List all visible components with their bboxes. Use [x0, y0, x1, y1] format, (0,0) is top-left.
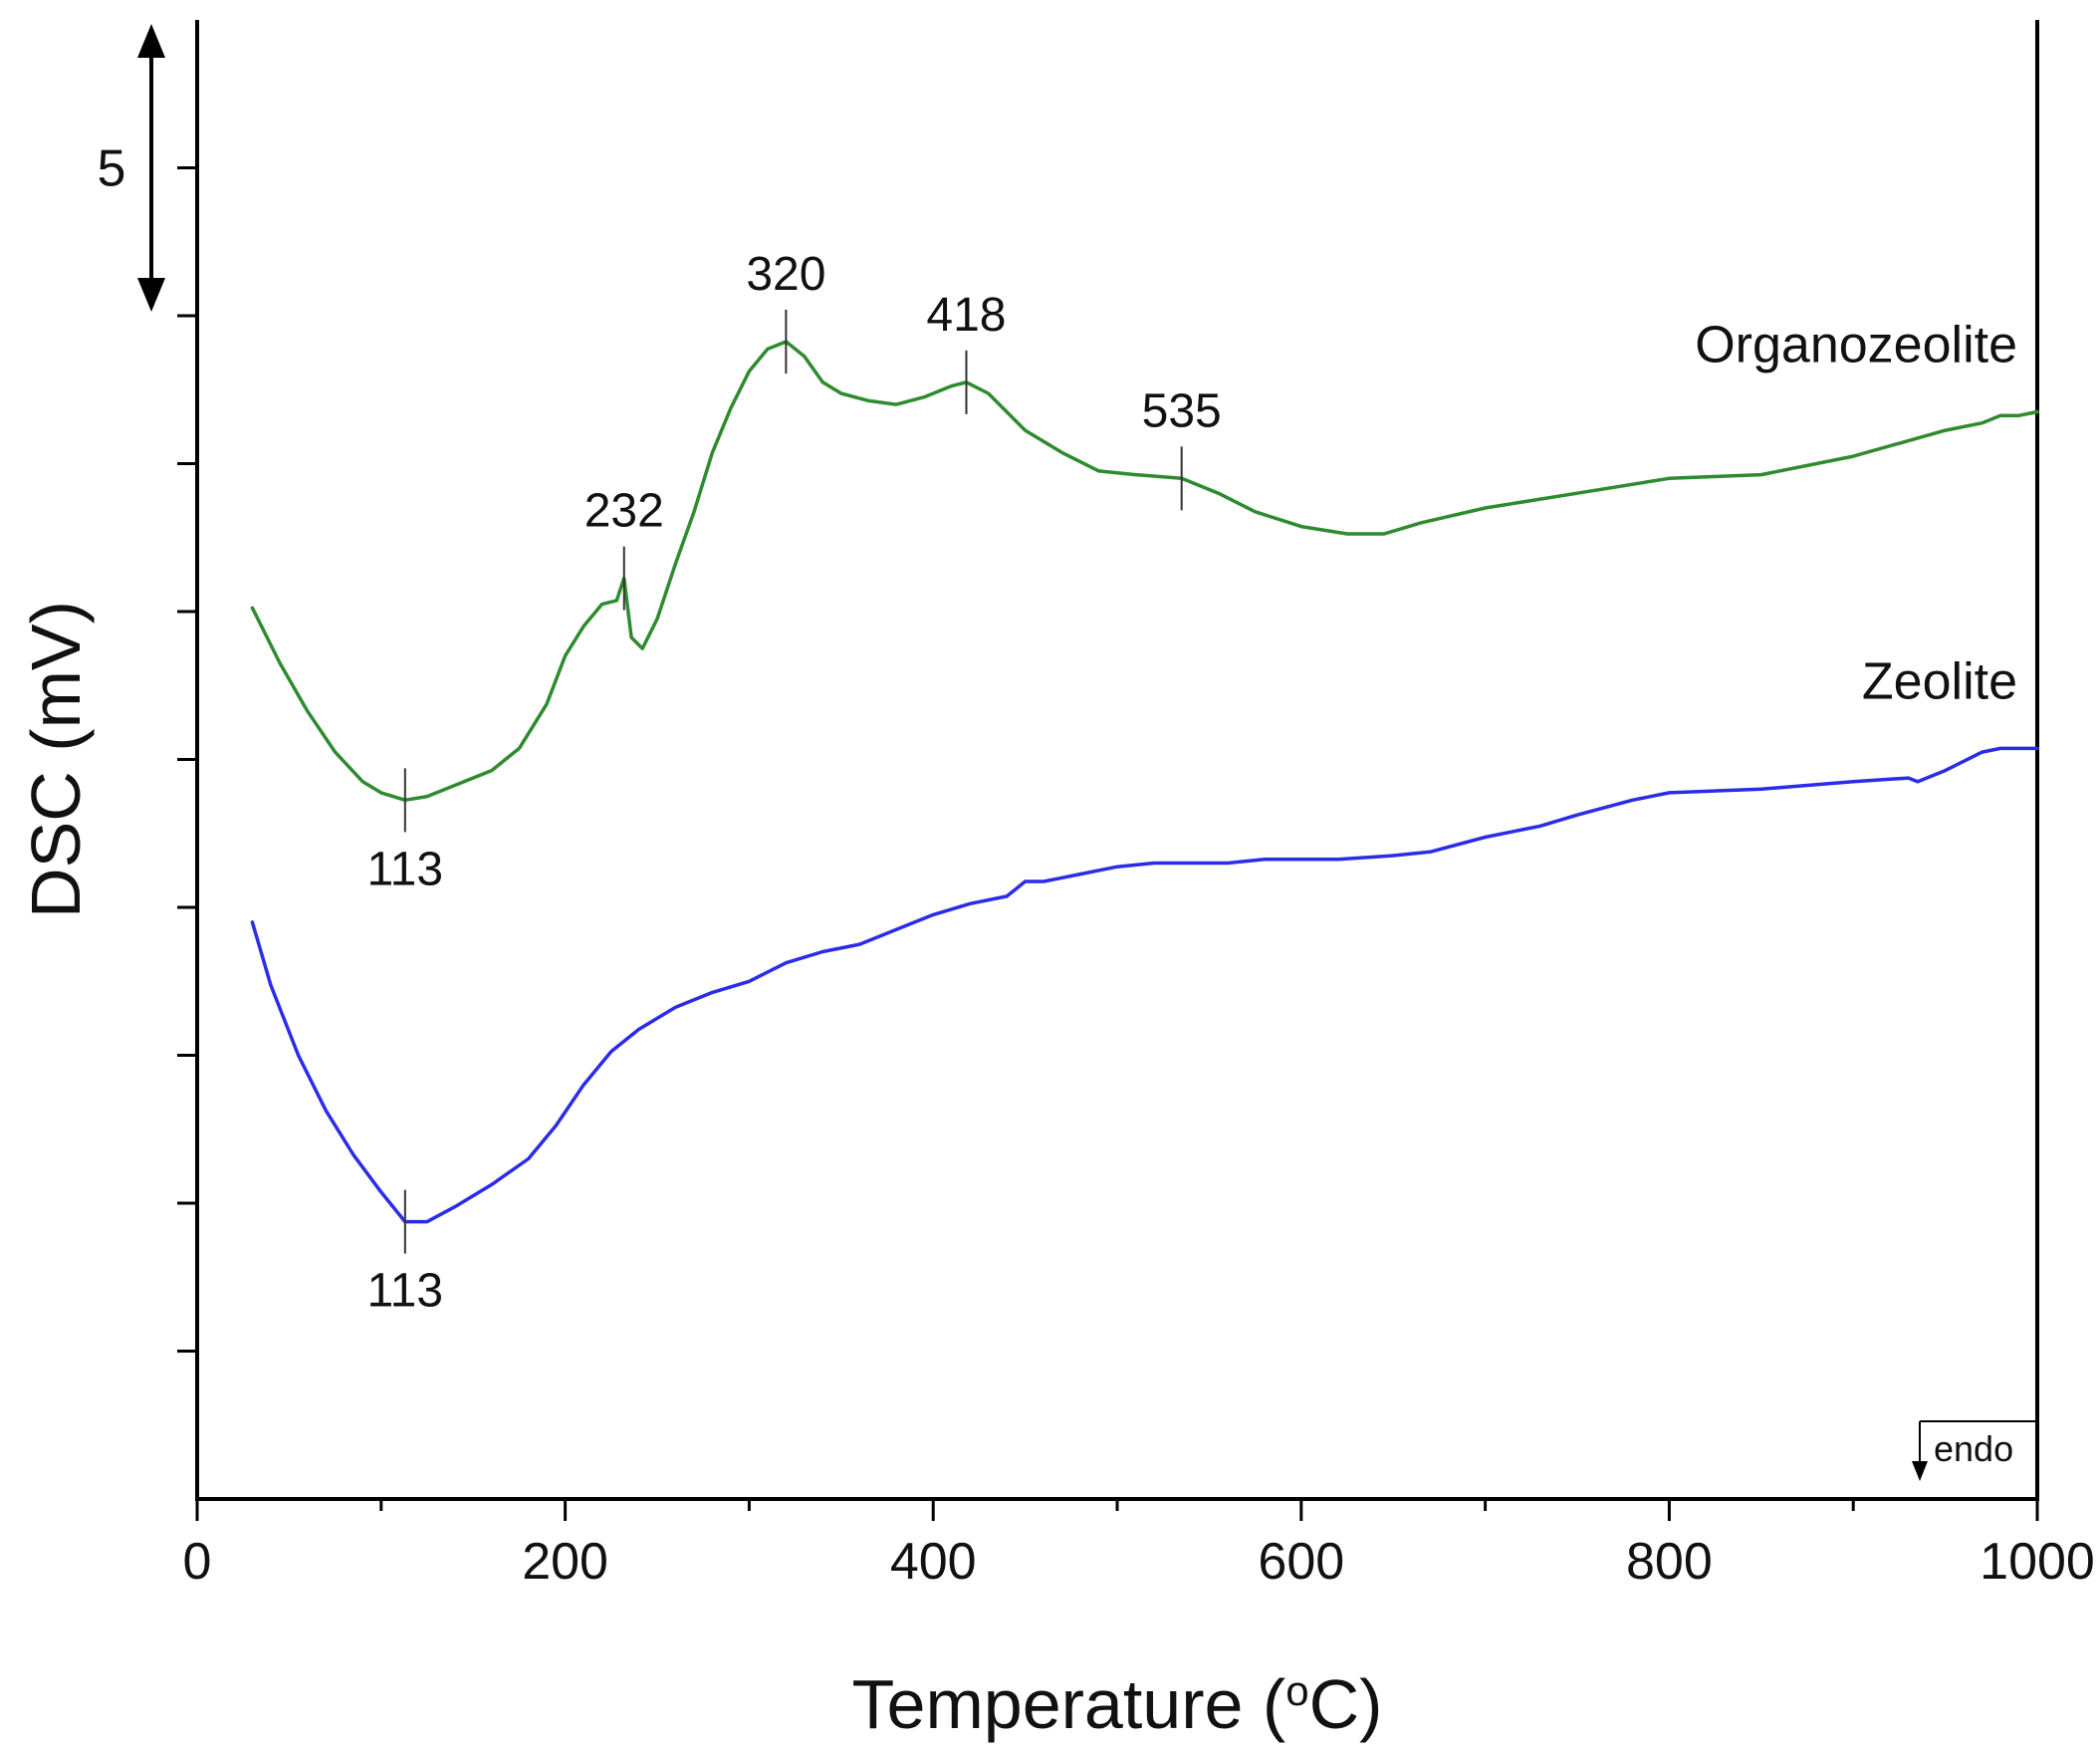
x-tick-label: 800	[1626, 1533, 1713, 1591]
peak-label: 535	[1142, 384, 1222, 437]
x-axis-title-superscript: o	[1285, 1667, 1308, 1714]
peak-label: 113	[367, 843, 444, 895]
series-label-organozeolite: Organozeolite	[1695, 317, 2017, 375]
scale-bar-arrow-up-icon	[137, 24, 165, 58]
scale-bar-label: 5	[98, 140, 126, 198]
peak-label: 232	[584, 485, 664, 538]
endo-arrow-down-icon	[1912, 1461, 1928, 1481]
x-axis-title: Temperature (oC)	[852, 1665, 1383, 1743]
peak-label: 113	[367, 1265, 444, 1318]
series-label-zeolite: Zeolite	[1862, 652, 2017, 710]
labels: DSC (mV) Temperature (oC) Organozeolite Zeo…	[17, 248, 2035, 1743]
series-line-organozeolite	[250, 340, 2039, 803]
axes: 0 200 400 600 800 1000 5	[98, 20, 2095, 1591]
y-axis-title: DSC (mV)	[17, 601, 95, 918]
x-tick-label: 600	[1258, 1533, 1344, 1591]
x-tick-label: 1000	[1980, 1533, 2095, 1591]
scale-bar-arrow-down-icon	[137, 278, 165, 312]
x-tick-label: 200	[522, 1533, 608, 1591]
peak-label: 418	[926, 289, 1006, 342]
endo-label: endo	[1934, 1428, 2013, 1469]
x-tick-label: 0	[183, 1533, 212, 1591]
x-axis-title-main: Temperature (	[852, 1665, 1286, 1743]
peak-label: 320	[746, 248, 825, 301]
series-line-zeolite	[250, 746, 2039, 1224]
x-axis-title-unit: C)	[1309, 1665, 1383, 1743]
plot-area	[250, 309, 2039, 1254]
x-tick-label: 400	[890, 1533, 977, 1591]
